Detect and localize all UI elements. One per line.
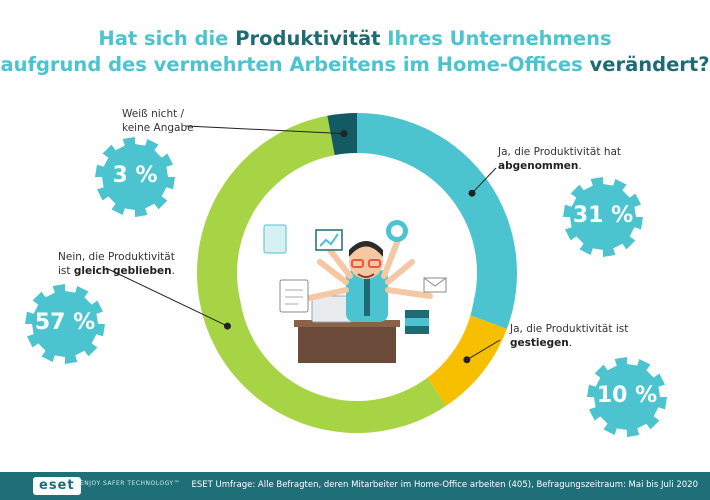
gear-badge-icon — [25, 284, 105, 364]
chart-title: Hat sich die Produktivität Ihres Unterne… — [0, 27, 710, 76]
label-weiss-nicht: Weiß nicht / keine Angabe — [122, 108, 194, 134]
label-gestiegen: Ja, die Produktivität ist gestiegen. — [510, 323, 629, 349]
donut-slice-2 — [197, 115, 447, 433]
leader-line-3 — [185, 125, 344, 135]
office-worker-illustration — [239, 165, 475, 401]
gear-badge-icon — [95, 137, 175, 217]
eset-tagline: ENJOY SAFER TECHNOLOGY™ — [80, 480, 181, 487]
badge-value-31: 31 % — [572, 203, 634, 228]
label-abgenommen: Ja, die Produktivität hat abgenommen. — [498, 146, 622, 172]
footer-bar: eset ENJOY SAFER TECHNOLOGY™ ESET Umfrag… — [0, 472, 710, 500]
eset-logo: eset — [33, 477, 81, 495]
gear-badge-icon — [587, 357, 667, 437]
leader-line-1 — [466, 339, 501, 361]
badge-value-3: 3 % — [112, 163, 158, 188]
donut-slice-0 — [357, 113, 517, 330]
badge-value-57: 57 % — [34, 310, 96, 335]
label-gleich: Nein, die Produktivität ist gleich gebli… — [58, 251, 175, 277]
leader-line-2 — [105, 267, 228, 327]
badge-value-10: 10 % — [596, 383, 658, 408]
survey-note: ESET Umfrage: Alle Befragten, deren Mita… — [191, 480, 698, 490]
gear-badge-icon — [563, 177, 643, 257]
leader-line-0 — [471, 167, 497, 194]
